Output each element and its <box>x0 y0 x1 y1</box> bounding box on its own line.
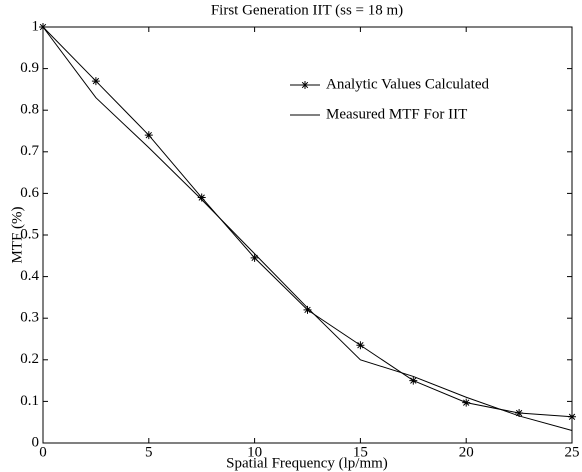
marker <box>462 398 471 407</box>
marker <box>515 409 524 418</box>
legend-marker <box>301 81 309 89</box>
y-tick-label: 0.7 <box>20 143 39 159</box>
legend-label: Analytic Values Calculated <box>326 76 490 92</box>
x-tick-label: 20 <box>459 444 474 460</box>
plot-frame <box>42 26 573 444</box>
marker <box>356 341 365 350</box>
marker <box>197 193 206 202</box>
marker <box>250 253 259 262</box>
y-tick-label: 0.1 <box>20 393 39 409</box>
x-tick-label: 25 <box>565 444 580 460</box>
x-tick-label: 0 <box>39 444 47 460</box>
marker <box>409 376 418 385</box>
x-tick-label: 10 <box>247 444 262 460</box>
y-tick-label: 0.2 <box>20 351 39 367</box>
y-tick-label: 0.6 <box>20 185 39 201</box>
x-tick-label: 5 <box>145 444 153 460</box>
marker <box>91 77 100 86</box>
x-tick-label: 15 <box>353 444 368 460</box>
marker <box>568 412 576 421</box>
y-tick-label: 0.4 <box>20 268 39 284</box>
y-tick-label: 0 <box>32 434 40 450</box>
y-axis-label: MTF (%) <box>9 206 25 263</box>
chart-title: First Generation IIT (ss = 18 m) <box>211 2 403 18</box>
y-tick-label: 0.9 <box>20 60 39 76</box>
y-tick-label: 1 <box>32 18 40 34</box>
y-tick-label: 0.3 <box>20 310 39 326</box>
legend-label: Measured MTF For IIT <box>326 106 467 122</box>
y-tick-label: 0.8 <box>20 102 39 118</box>
marker <box>144 131 153 140</box>
series-line <box>42 26 573 432</box>
x-axis-label: Spatial Frequency (lp/mm) <box>226 455 388 471</box>
marker <box>303 305 312 314</box>
y-tick-label: 0.5 <box>20 226 39 242</box>
